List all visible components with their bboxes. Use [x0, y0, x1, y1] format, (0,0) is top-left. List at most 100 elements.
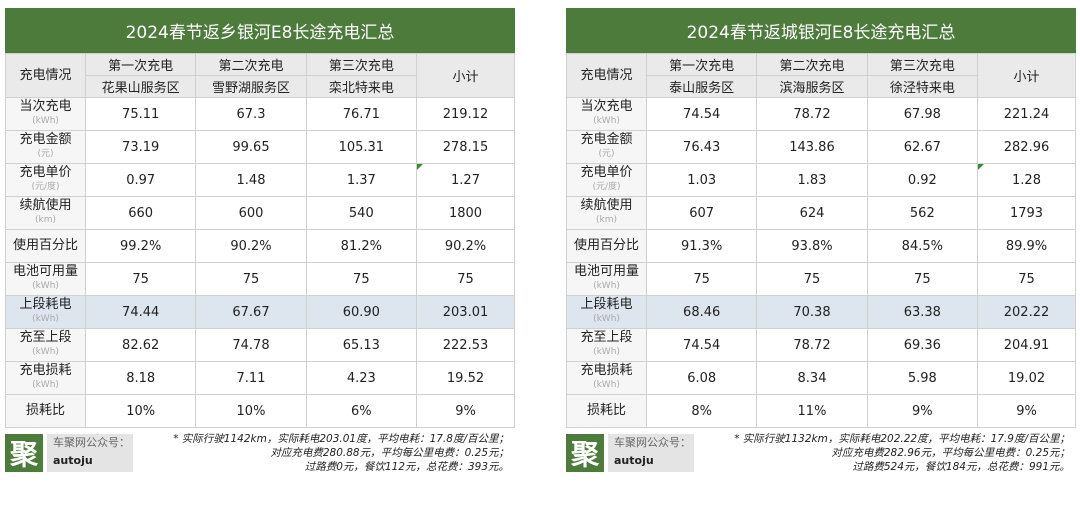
- value-cell: 74.54: [645, 328, 758, 362]
- table-row: 损耗比 10% 10% 6% 9%: [5, 394, 515, 428]
- cell-value: 105.31: [338, 139, 385, 155]
- total-cell: 75: [977, 262, 1076, 296]
- row-label: 当次充电 (kWh): [5, 97, 86, 131]
- table-row: 使用百分比 91.3% 93.8% 84.5% 89.9%: [566, 229, 1076, 263]
- value-cell: 75: [305, 262, 418, 296]
- value-cell: 0.92: [866, 163, 979, 197]
- cell-value: 1.37: [346, 172, 376, 188]
- autoju-logo: 聚: [5, 434, 43, 472]
- cell-value: 75: [457, 271, 474, 287]
- cell-value: 89.9%: [1005, 238, 1048, 254]
- value-cell: 75: [866, 262, 979, 296]
- row-label-text: 充电损耗: [580, 363, 633, 378]
- corner-header: 充电情况: [566, 53, 647, 98]
- row-label-text: 充电金额: [580, 132, 633, 147]
- note-line-2: 对应充电费280.88元，平均每公里电费：0.25元；: [270, 447, 509, 459]
- value-cell: 4.23: [305, 361, 418, 395]
- value-cell: 76.71: [305, 97, 418, 131]
- total-cell: 219.12: [416, 97, 515, 131]
- cell-value: 82.62: [122, 337, 160, 353]
- total-cell: 202.22: [977, 295, 1076, 329]
- value-cell: 60.90: [305, 295, 418, 329]
- col-header-3: 第三次充电: [305, 53, 418, 76]
- cell-value: 9%: [912, 403, 933, 419]
- cell-value: 8.34: [797, 370, 827, 386]
- cell-value: 70.38: [793, 304, 831, 320]
- row-label: 充至上段 (kWh): [566, 328, 647, 362]
- table-row: 续航使用 (km) 660 600 540 1800: [5, 196, 515, 230]
- cell-value: 6.08: [687, 370, 717, 386]
- cell-value: 7.11: [236, 370, 266, 386]
- total-cell: 1.28: [977, 163, 1076, 197]
- value-cell: 6%: [305, 394, 418, 428]
- cell-value: 81.2%: [340, 238, 382, 254]
- value-cell: 8.18: [84, 361, 197, 395]
- cell-value: 607: [689, 205, 715, 221]
- wechat-account-badge: 车聚网公众号： autoju: [47, 434, 133, 472]
- cell-value: 1.28: [1012, 172, 1041, 188]
- cell-value: 99.2%: [120, 238, 162, 254]
- cell-value: 76.43: [683, 139, 721, 155]
- row-label-text: 当次充电: [580, 99, 633, 114]
- value-cell: 75.11: [84, 97, 197, 131]
- row-label-text: 充电单价: [580, 165, 633, 180]
- total-cell: 19.02: [977, 361, 1076, 395]
- cell-value: 90.2%: [230, 238, 272, 254]
- table-row: 充至上段 (kWh) 82.62 74.78 65.13 222.53: [5, 328, 515, 362]
- cell-value: 10%: [126, 403, 156, 419]
- location-3: 徐泾特来电: [866, 75, 979, 98]
- value-cell: 6.08: [645, 361, 758, 395]
- value-cell: 67.98: [866, 97, 979, 131]
- cell-value: 74.44: [122, 304, 160, 320]
- cell-value: 1.48: [236, 172, 266, 188]
- row-label-text: 上段耗电: [580, 297, 633, 312]
- value-cell: 69.36: [866, 328, 979, 362]
- value-cell: 624: [756, 196, 868, 230]
- row-unit: (kWh): [32, 116, 59, 126]
- row-label-text: 当次充电: [19, 99, 72, 114]
- row-label: 充电金额 (元): [566, 130, 647, 164]
- cell-value: 562: [909, 205, 935, 221]
- value-cell: 78.72: [756, 328, 868, 362]
- cell-value: 5.98: [907, 370, 937, 386]
- cell-value: 1.03: [687, 172, 717, 188]
- cell-value: 4.23: [346, 370, 376, 386]
- table-row: 充电金额 (元) 73.19 99.65 105.31 278.15: [5, 130, 515, 164]
- row-label: 续航使用 (km): [566, 196, 647, 230]
- table-row: 使用百分比 99.2% 90.2% 81.2% 90.2%: [5, 229, 515, 263]
- location-row: 花果山服务区 雪野湖服务区 栾北特来电: [6, 75, 515, 98]
- row-unit: (kWh): [593, 314, 620, 324]
- value-cell: 73.19: [84, 130, 197, 164]
- total-cell: 282.96: [977, 130, 1076, 164]
- cell-value: 0.92: [907, 172, 937, 188]
- value-cell: 105.31: [305, 130, 418, 164]
- cell-value: 1793: [1009, 205, 1044, 221]
- table-row: 上段耗电 (kWh) 74.44 67.67 60.90 203.01: [5, 295, 515, 329]
- cell-value: 282.96: [1003, 139, 1050, 155]
- location-1: 花果山服务区: [84, 75, 197, 98]
- value-cell: 74.54: [645, 97, 758, 131]
- cell-value: 1.83: [797, 172, 827, 188]
- table-row: 当次充电 (kWh) 75.11 67.3 76.71 219.12: [5, 97, 515, 131]
- cell-value: 99.65: [232, 139, 270, 155]
- panel-footer: 聚 车聚网公众号： autoju * 实际行驶1142km，实际耗电203.01…: [5, 432, 515, 478]
- cell-value: 69.36: [903, 337, 941, 353]
- value-cell: 143.86: [756, 130, 868, 164]
- row-unit: (kWh): [32, 347, 59, 357]
- row-label-text: 充电单价: [19, 165, 72, 180]
- row-label: 当次充电 (kWh): [566, 97, 647, 131]
- row-label: 上段耗电 (kWh): [566, 295, 647, 329]
- row-unit: (kWh): [32, 314, 59, 324]
- note-line-3: 过路费0元，餐饮112元，总花费：393元。: [304, 461, 509, 473]
- row-unit: (kWh): [593, 380, 620, 390]
- cell-value: 9%: [455, 403, 476, 419]
- note-line-2: 对应充电费282.96元，平均每公里电费：0.25元；: [831, 447, 1070, 459]
- table-row: 上段耗电 (kWh) 68.46 70.38 63.38 202.22: [566, 295, 1076, 329]
- cell-value: 78.72: [793, 106, 831, 122]
- value-cell: 660: [84, 196, 197, 230]
- header-row: 充电情况 第一次充电 第二次充电 第三次充电 小计: [566, 53, 1076, 98]
- cell-value: 75: [914, 271, 931, 287]
- value-cell: 607: [645, 196, 758, 230]
- value-cell: 75: [84, 262, 197, 296]
- row-unit: (元): [37, 149, 54, 159]
